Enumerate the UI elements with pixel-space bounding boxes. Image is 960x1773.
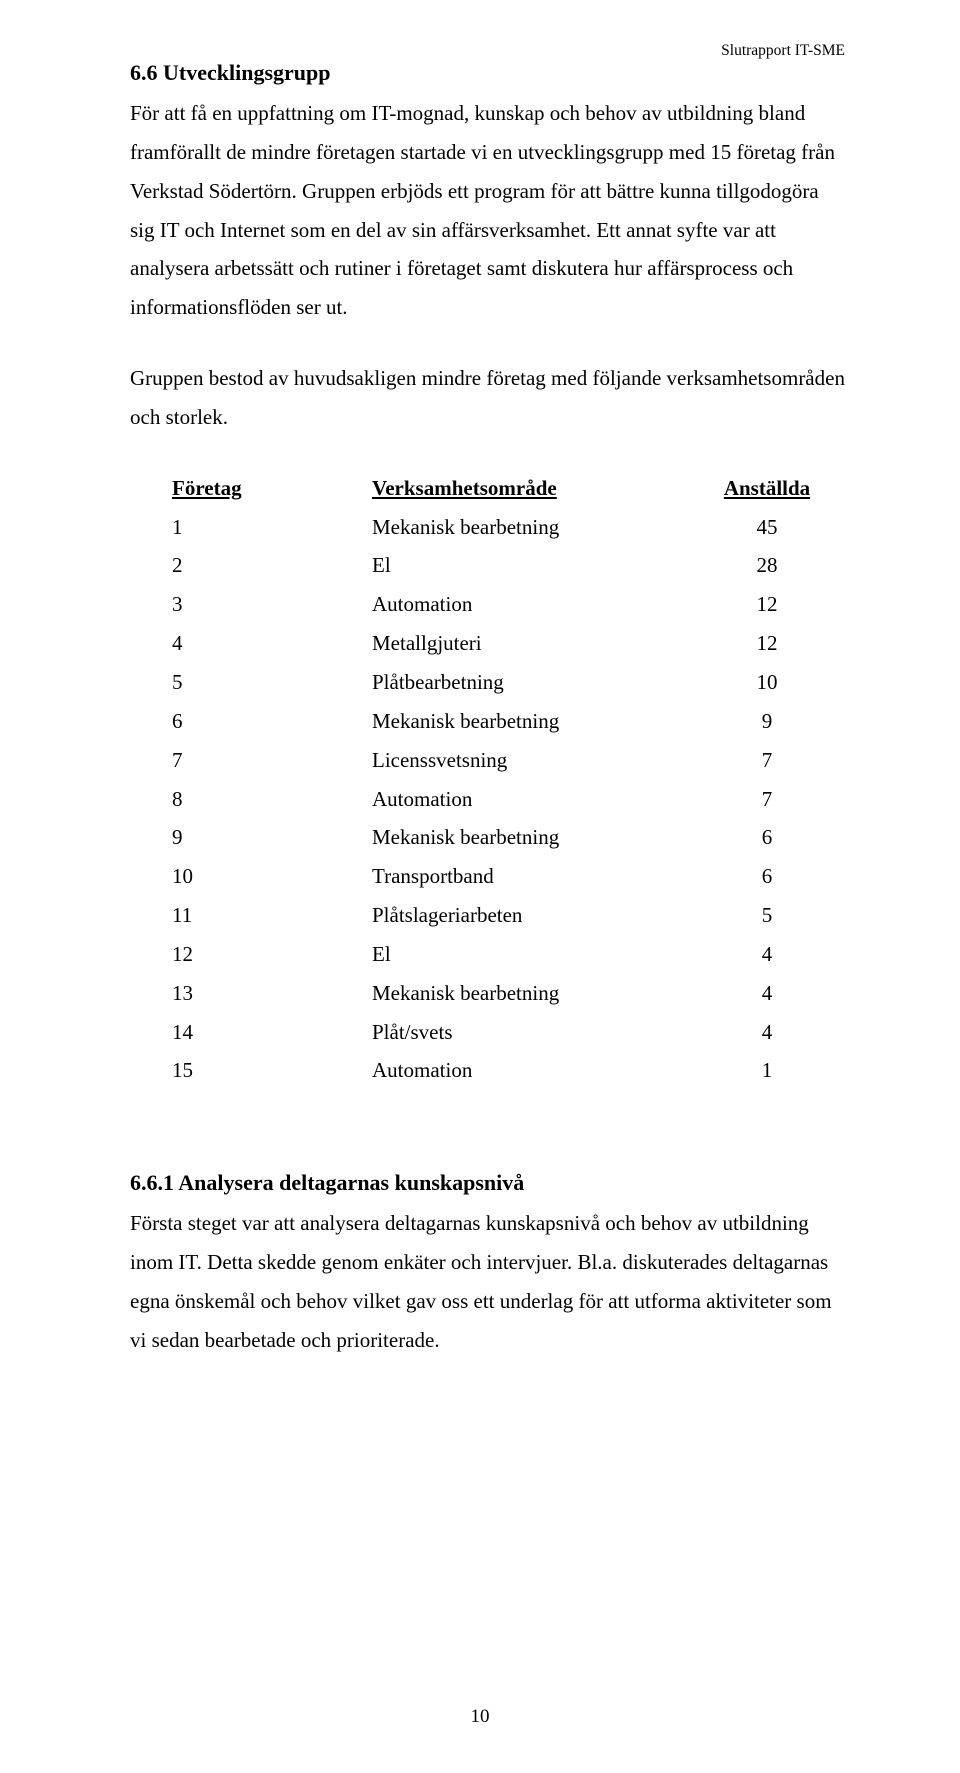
page-number: 10 [0, 1706, 960, 1728]
table-cell-area: El [372, 546, 702, 585]
table-cell-area: Mekanisk bearbetning [372, 818, 702, 857]
table-cell-company: 6 [172, 702, 372, 741]
table-cell-employees: 9 [702, 702, 832, 741]
document-page: Slutrapport IT-SME 6.6 Utvecklingsgrupp … [0, 0, 960, 1773]
section-heading-6-6-1: 6.6.1 Analysera deltagarnas kunskapsnivå [130, 1170, 845, 1196]
table-cell-employees: 6 [702, 818, 832, 857]
table-cell-company: 3 [172, 585, 372, 624]
table-cell-company: 11 [172, 896, 372, 935]
paragraph: För att få en uppfattning om IT-mognad, … [130, 94, 845, 327]
table-cell-company: 1 [172, 508, 372, 547]
paragraph: Gruppen bestod av huvudsakligen mindre f… [130, 359, 845, 437]
table-row: 3Automation12 [172, 585, 845, 624]
table-cell-area: Mekanisk bearbetning [372, 974, 702, 1013]
table-header-company: Företag [172, 469, 372, 508]
table-cell-employees: 6 [702, 857, 832, 896]
table-cell-area: Automation [372, 1051, 702, 1090]
table-cell-company: 7 [172, 741, 372, 780]
table-header-row: Företag Verksamhetsområde Anställda [172, 469, 845, 508]
table-cell-area: El [372, 935, 702, 974]
table-cell-employees: 1 [702, 1051, 832, 1090]
company-table: Företag Verksamhetsområde Anställda 1Mek… [172, 469, 845, 1091]
table-cell-company: 12 [172, 935, 372, 974]
table-cell-company: 13 [172, 974, 372, 1013]
table-cell-employees: 5 [702, 896, 832, 935]
table-row: 14Plåt/svets4 [172, 1013, 845, 1052]
table-cell-company: 14 [172, 1013, 372, 1052]
table-cell-employees: 7 [702, 741, 832, 780]
table-cell-area: Plåtbearbetning [372, 663, 702, 702]
table-cell-employees: 12 [702, 585, 832, 624]
table-cell-employees: 10 [702, 663, 832, 702]
table-cell-employees: 4 [702, 1013, 832, 1052]
table-cell-area: Automation [372, 780, 702, 819]
paragraph: Första steget var att analysera deltagar… [130, 1204, 845, 1359]
table-cell-area: Plåtslageriarbeten [372, 896, 702, 935]
table-cell-area: Mekanisk bearbetning [372, 508, 702, 547]
table-cell-company: 5 [172, 663, 372, 702]
table-row: 4Metallgjuteri12 [172, 624, 845, 663]
section-heading-6-6: 6.6 Utvecklingsgrupp [130, 60, 845, 86]
table-cell-employees: 7 [702, 780, 832, 819]
table-cell-company: 8 [172, 780, 372, 819]
table-cell-employees: 45 [702, 508, 832, 547]
table-cell-company: 10 [172, 857, 372, 896]
table-cell-company: 4 [172, 624, 372, 663]
table-row: 1Mekanisk bearbetning45 [172, 508, 845, 547]
table-cell-employees: 28 [702, 546, 832, 585]
table-cell-area: Metallgjuteri [372, 624, 702, 663]
table-header-area: Verksamhetsområde [372, 469, 702, 508]
table-cell-company: 15 [172, 1051, 372, 1090]
table-cell-employees: 4 [702, 974, 832, 1013]
table-row: 8Automation7 [172, 780, 845, 819]
table-cell-company: 9 [172, 818, 372, 857]
table-row: 12El4 [172, 935, 845, 974]
table-cell-area: Automation [372, 585, 702, 624]
table-cell-employees: 4 [702, 935, 832, 974]
table-row: 6Mekanisk bearbetning9 [172, 702, 845, 741]
running-header: Slutrapport IT-SME [721, 42, 845, 60]
table-cell-area: Licenssvetsning [372, 741, 702, 780]
table-cell-company: 2 [172, 546, 372, 585]
table-cell-area: Transportband [372, 857, 702, 896]
table-row: 7Licenssvetsning7 [172, 741, 845, 780]
table-cell-area: Plåt/svets [372, 1013, 702, 1052]
table-row: 9Mekanisk bearbetning6 [172, 818, 845, 857]
table-row: 2El28 [172, 546, 845, 585]
table-row: 10Transportband6 [172, 857, 845, 896]
table-row: 5Plåtbearbetning10 [172, 663, 845, 702]
table-row: 13Mekanisk bearbetning4 [172, 974, 845, 1013]
table-row: 15Automation1 [172, 1051, 845, 1090]
table-header-employees: Anställda [702, 469, 832, 508]
table-row: 11Plåtslageriarbeten5 [172, 896, 845, 935]
table-cell-employees: 12 [702, 624, 832, 663]
table-cell-area: Mekanisk bearbetning [372, 702, 702, 741]
table-body: 1Mekanisk bearbetning452El283Automation1… [172, 508, 845, 1091]
